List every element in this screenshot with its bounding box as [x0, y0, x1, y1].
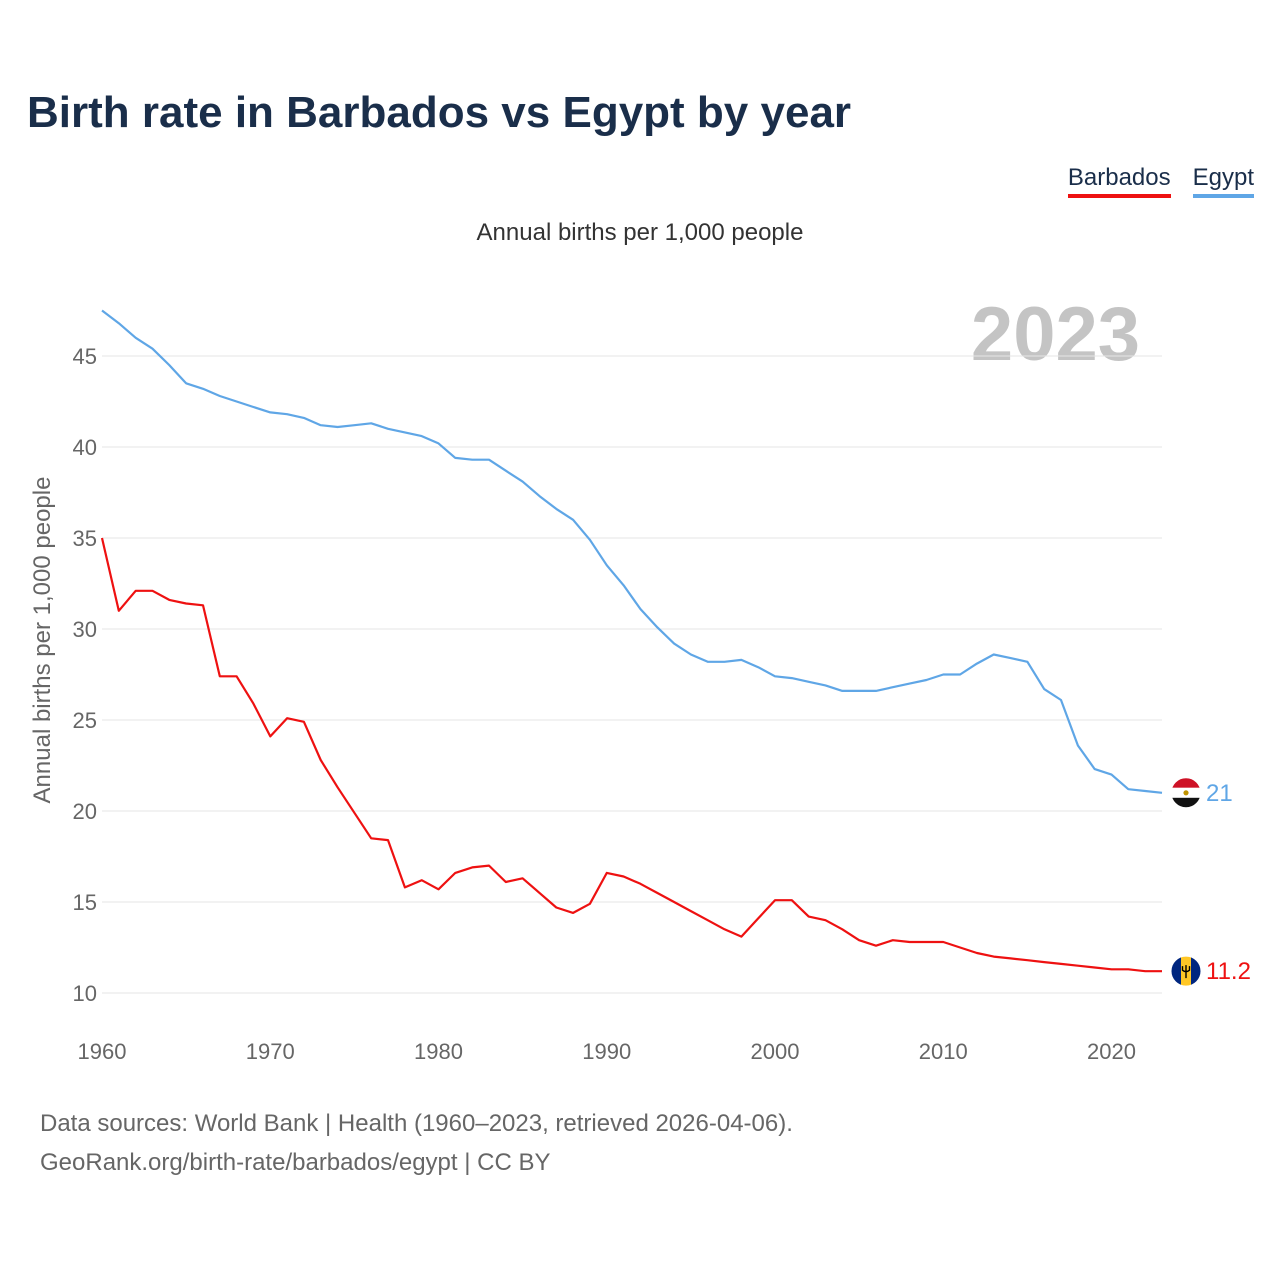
- y-tick-label: 45: [73, 344, 97, 369]
- series-line-barbados: [100, 537, 1162, 973]
- x-tick-label: 1960: [78, 1039, 127, 1064]
- x-axis: 1960 1970 1980 1990 2000 2010 2020: [78, 1039, 1136, 1064]
- source-note: Data sources: World Bank | Health (1960–…: [40, 1110, 793, 1137]
- credit-link[interactable]: GeoRank.org/birth-rate/barbados/egypt | …: [40, 1149, 551, 1176]
- y-tick-label: 35: [73, 526, 97, 551]
- legend-item-barbados[interactable]: Barbados: [1067, 164, 1171, 198]
- series-lines: [100, 309, 1163, 973]
- y-tick-label: 20: [73, 799, 97, 824]
- series-line-egypt: [101, 309, 1163, 794]
- year-watermark: 2023: [971, 292, 1140, 377]
- end-label-egypt: 21: [1206, 780, 1233, 807]
- chart-title: Birth rate in Barbados vs Egypt by year: [27, 88, 852, 137]
- legend-item-egypt[interactable]: Egypt: [1192, 164, 1254, 198]
- legend: Barbados Egypt: [1067, 164, 1254, 198]
- barbados-flag-icon: [1170, 955, 1202, 987]
- x-tick-label: 1970: [246, 1039, 295, 1064]
- x-tick-label: 1990: [582, 1039, 631, 1064]
- y-axis-label: Annual births per 1,000 people: [29, 477, 56, 804]
- grid: [102, 355, 1162, 994]
- y-tick-label: 40: [73, 435, 97, 460]
- x-tick-label: 2020: [1087, 1039, 1136, 1064]
- x-tick-label: 2000: [751, 1039, 800, 1064]
- line-chart: Annual births per 1,000 people Annual bi…: [29, 219, 1251, 1064]
- x-tick-label: 1980: [414, 1039, 463, 1064]
- y-axis: 10 15 20 25 30 35 40 45: [73, 344, 97, 1006]
- y-tick-label: 10: [73, 981, 97, 1006]
- egypt-flag-icon: [1170, 777, 1202, 809]
- x-tick-label: 2010: [919, 1039, 968, 1064]
- y-tick-label: 25: [73, 708, 97, 733]
- chart-subtitle: Annual births per 1,000 people: [477, 219, 804, 246]
- y-tick-label: 15: [73, 890, 97, 915]
- y-tick-label: 30: [73, 617, 97, 642]
- end-label-barbados: 11.2: [1206, 958, 1251, 985]
- end-labels: 11.2 21: [1170, 777, 1251, 987]
- footer: Data sources: World Bank | Health (1960–…: [40, 1104, 793, 1182]
